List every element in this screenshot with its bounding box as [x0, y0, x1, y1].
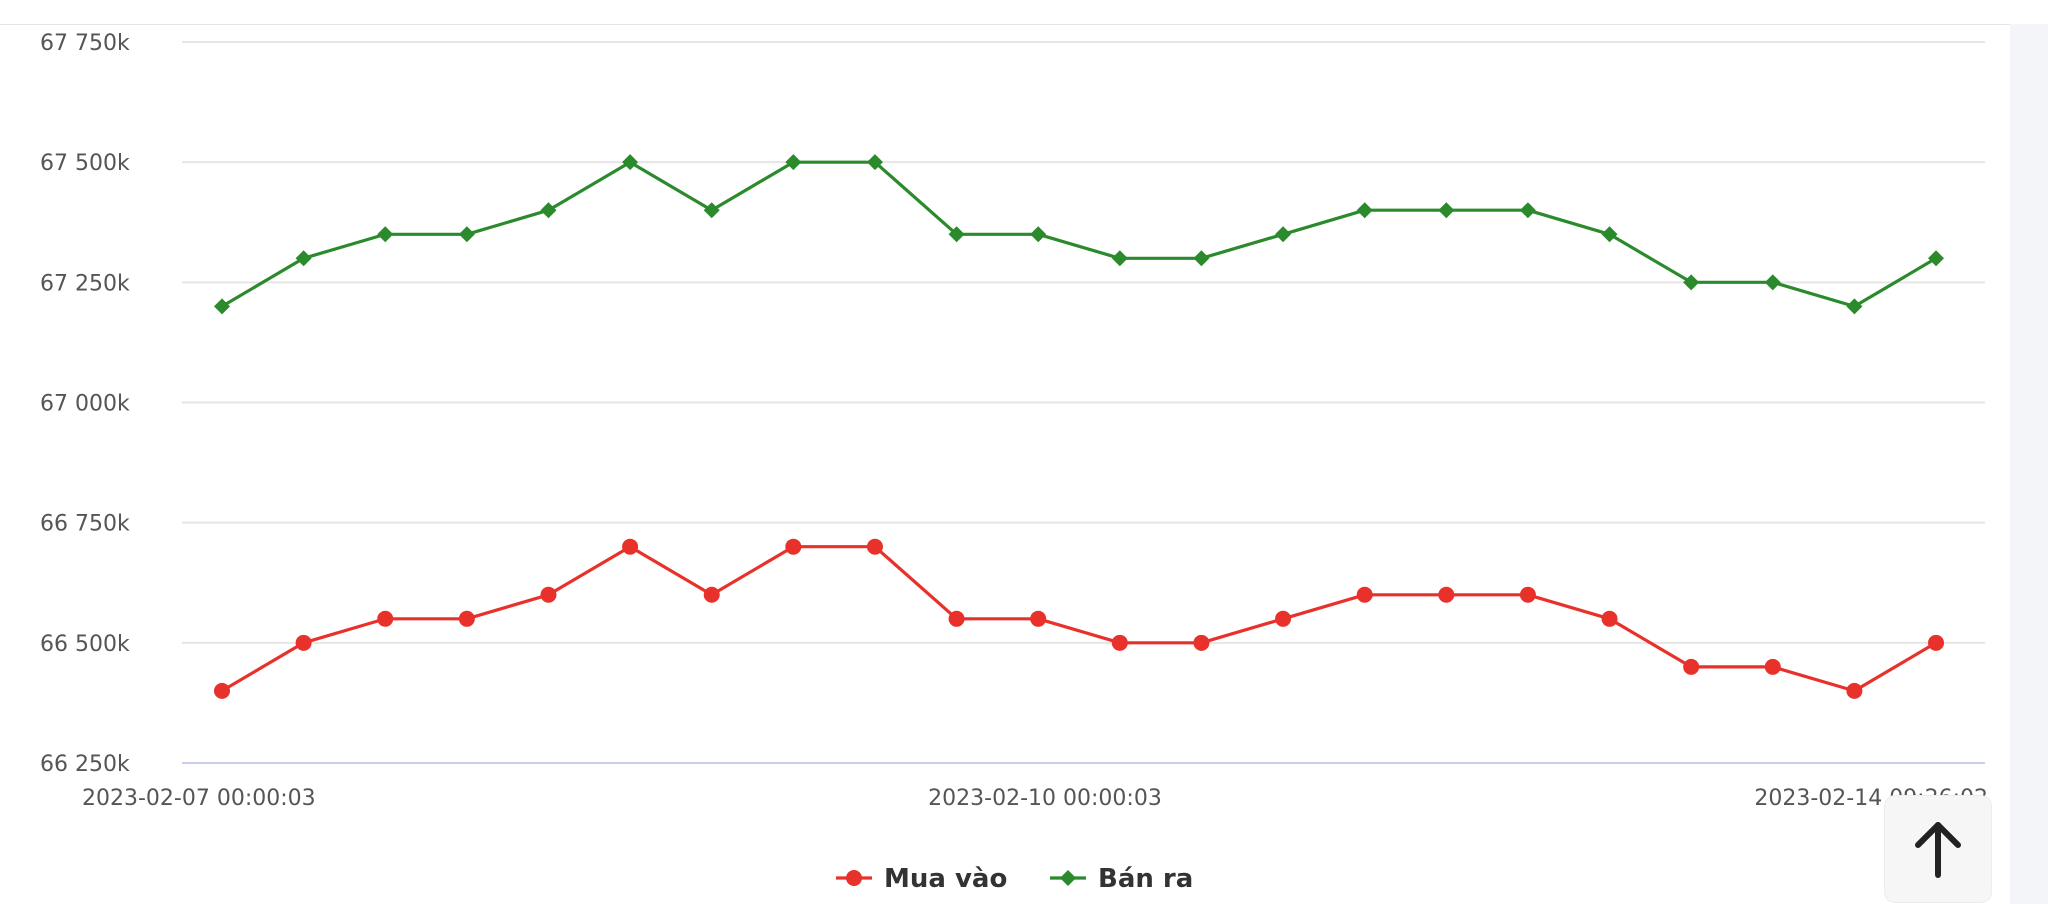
arrow-up-icon: [1915, 822, 1961, 878]
data-point: [540, 202, 557, 219]
data-point: [377, 610, 394, 627]
data-point: [214, 298, 230, 315]
data-point: [1764, 274, 1781, 291]
price-line-chart: 66 250k 66 500k 66 750k 67 000k 67 250k 67 50…: [40, 31, 1988, 894]
data-point: [1111, 634, 1128, 651]
y-tick-label: 67 250k: [40, 271, 130, 296]
data-point: [948, 226, 965, 243]
data-point: [1683, 658, 1700, 675]
y-tick-label: 67 500k: [40, 151, 130, 176]
data-point: [703, 202, 720, 219]
data-point: [1193, 634, 1210, 651]
scroll-to-top-button[interactable]: [1885, 796, 1991, 902]
data-point: [540, 586, 557, 603]
y-tick-label: 66 250k: [40, 752, 130, 777]
data-point: [703, 586, 720, 603]
data-point: [866, 154, 883, 171]
data-point: [1519, 586, 1536, 603]
legend-marker: [1060, 870, 1076, 886]
data-point: [377, 226, 394, 243]
data-point: [458, 610, 475, 627]
data-point: [1928, 634, 1945, 651]
data-point: [948, 610, 965, 627]
data-point: [1111, 250, 1128, 267]
data-point: [1928, 250, 1945, 267]
data-point: [1601, 226, 1618, 243]
data-point: [1683, 274, 1700, 291]
data-point: [1193, 250, 1210, 267]
data-point: [1275, 226, 1292, 243]
y-tick-label: 66 500k: [40, 632, 130, 657]
page-side-gutter: [2010, 24, 2048, 904]
page-top-border: [0, 0, 2048, 25]
data-point: [1438, 202, 1455, 219]
data-point: [1356, 202, 1373, 219]
series-line-ban-ra: [221, 160, 1937, 308]
data-point: [458, 226, 475, 243]
data-point: [1764, 658, 1781, 675]
data-point: [785, 154, 802, 171]
y-tick-label: 67 000k: [40, 392, 130, 417]
legend-label: Mua vào: [884, 864, 1007, 894]
data-point: [622, 538, 639, 555]
data-point: [1030, 226, 1047, 243]
data-point: [1356, 586, 1373, 603]
legend-marker: [846, 870, 862, 886]
data-point: [295, 634, 312, 651]
price-chart-card: 66 250k 66 500k 66 750k 67 000k 67 250k 67 50…: [0, 25, 2010, 904]
data-point: [1846, 298, 1863, 315]
data-point: [1519, 202, 1536, 219]
data-point: [1030, 610, 1047, 627]
y-tick-label: 66 750k: [40, 512, 130, 537]
data-point: [1846, 682, 1863, 699]
x-tick-label: 2023-02-10 00:00:03: [928, 786, 1162, 811]
data-point: [295, 250, 312, 267]
legend-label: Bán ra: [1098, 864, 1193, 894]
x-tick-label: 2023-02-07 00:00:03: [82, 786, 316, 811]
data-point: [866, 538, 883, 555]
y-tick-label: 67 750k: [40, 31, 130, 56]
data-point: [1438, 586, 1455, 603]
series-line-mua-vao: [221, 545, 1937, 693]
data-point: [785, 538, 802, 555]
data-point: [214, 682, 230, 699]
data-point: [622, 154, 639, 171]
data-point: [1275, 610, 1292, 627]
data-point: [1601, 610, 1618, 627]
